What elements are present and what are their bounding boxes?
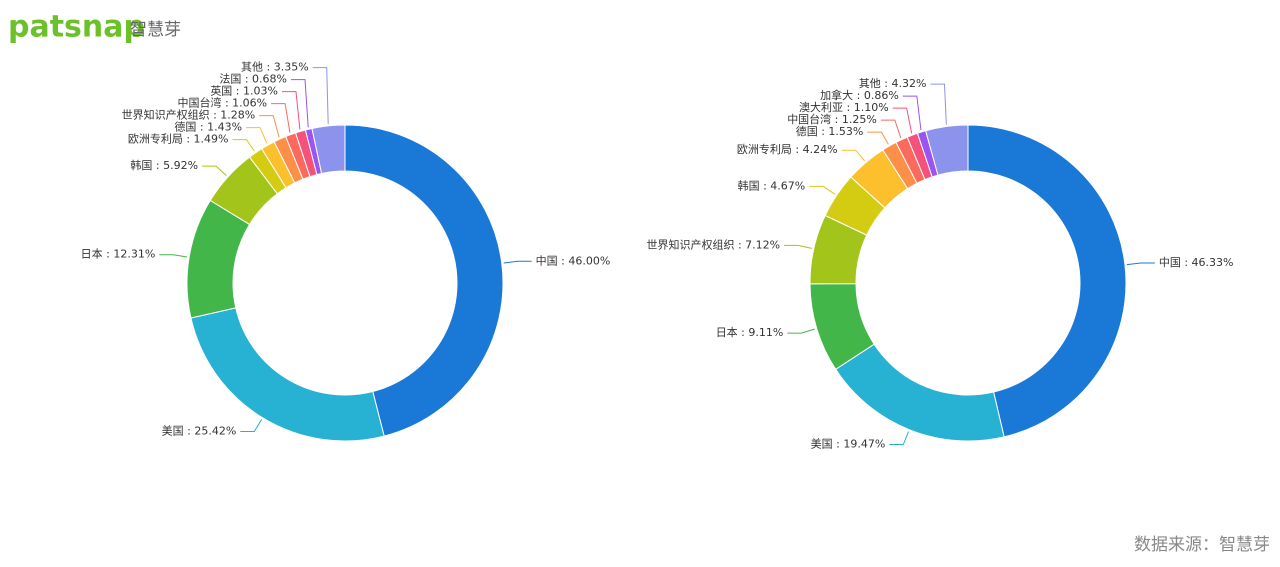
slice-label: 德国 : 1.43% [174,120,242,134]
leader-line [503,260,532,264]
leader-line [312,67,329,124]
slice [967,124,1127,438]
leader-line [259,115,280,138]
slice-label: 英国 : 1.03% [210,84,278,98]
slice [834,343,1005,442]
leader-line [159,254,188,258]
leader-line [246,127,268,144]
leader-line [784,244,812,249]
leader-line [787,328,815,334]
slice-label: 韩国 : 5.92% [130,158,198,172]
slice-label: 日本 : 12.31% [81,247,156,261]
leader-line [902,95,922,131]
leader-line [232,139,255,152]
leader-line [291,79,309,128]
slice-label: 中国台湾 : 1.06% [177,96,267,110]
leader-line [892,107,913,134]
slice-label: 德国 : 1.53% [796,124,864,138]
slice-label: 法国 : 0.68% [219,72,287,86]
source: 数据来源：智慧芽 [1134,535,1270,555]
slice-label: 美国 : 25.42% [162,424,237,437]
leader-line [867,131,889,145]
slice-label: 欧洲专利局 : 1.49% [128,132,229,146]
leader-line [281,91,301,130]
slice [925,124,969,176]
slice-label: 欧洲专利局 : 4.24% [737,142,838,156]
leader-line [841,149,866,162]
slice-label: 韩国 : 4.67% [738,178,806,192]
leader-line [880,119,902,138]
slice-label: 美国 : 19.47% [811,438,886,451]
slice-label: 中国 : 46.33% [1159,256,1234,269]
leader-line [202,165,227,176]
slice-label: 中国台湾 : 1.25% [787,112,877,126]
slice [311,124,346,175]
slice-label: 加拿大 : 0.86% [820,88,899,102]
logo-subtitle: 智慧芽 [130,20,181,40]
slice-label: 世界知识产权组织 : 1.28% [122,108,256,122]
leader-line [240,419,263,432]
slice-label: 中国 : 46.00% [536,254,611,267]
leader-line [809,185,836,195]
leader-line [889,431,909,446]
slice [344,124,504,437]
slice-label: 其他 : 3.35% [241,61,309,74]
slice [190,307,385,442]
logo: patsnap [8,10,145,45]
leader-line [930,83,947,125]
slice-label: 日本 : 9.11% [716,325,784,339]
leader-line [271,103,291,133]
leader-line [1126,262,1155,266]
slice-label: 澳大利亚 : 1.10% [799,100,889,114]
slice-label: 世界知识产权组织 : 7.12% [646,237,780,251]
slice-label: 其他 : 4.32% [859,77,927,90]
